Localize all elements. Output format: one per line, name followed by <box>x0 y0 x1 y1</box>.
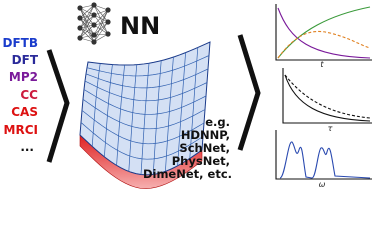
edge <box>93 14 109 35</box>
node <box>77 25 83 31</box>
plot <box>282 68 372 124</box>
edge <box>93 24 109 35</box>
edge <box>79 27 95 43</box>
edge <box>79 4 95 19</box>
node <box>77 15 83 21</box>
node <box>91 39 97 45</box>
method: CC <box>20 88 38 102</box>
method: MP2 <box>9 70 38 84</box>
edge <box>93 4 109 23</box>
edge <box>93 9 109 36</box>
node <box>105 31 111 37</box>
axes <box>275 4 372 61</box>
node <box>105 7 111 13</box>
method: CAS <box>11 105 38 119</box>
edge <box>79 24 95 39</box>
axis-label: τ <box>328 124 333 133</box>
potential-surface <box>79 41 211 189</box>
curve <box>284 74 371 122</box>
node <box>91 12 97 18</box>
curve <box>284 74 371 119</box>
grid-line <box>81 110 205 145</box>
edge <box>79 17 95 43</box>
example: PhysNet, <box>172 154 230 168</box>
edge <box>93 4 109 35</box>
chevron <box>237 34 261 151</box>
method: DFTB <box>3 36 39 50</box>
axes <box>275 130 372 180</box>
method: DFT <box>12 53 39 67</box>
node <box>105 19 111 25</box>
curve <box>277 30 371 59</box>
plot <box>275 130 372 180</box>
edge <box>79 14 95 39</box>
surface <box>79 41 211 176</box>
grid-line <box>189 47 199 159</box>
edge <box>79 7 95 43</box>
example: HDNNP, <box>181 128 230 142</box>
axis-label: ω <box>319 180 326 189</box>
grid-line <box>82 99 206 130</box>
edge <box>93 9 109 43</box>
node <box>77 5 83 11</box>
method: ... <box>20 140 34 154</box>
example: SchNet, <box>179 141 230 155</box>
edge <box>93 9 109 26</box>
grid-line <box>140 63 150 175</box>
edge <box>93 33 109 43</box>
node <box>91 22 97 28</box>
axes <box>282 68 372 124</box>
axis-label: t <box>320 60 324 69</box>
plot <box>275 4 372 61</box>
grid-line <box>80 122 204 160</box>
spectrum <box>279 141 371 179</box>
method: MRCI <box>4 123 38 137</box>
curve <box>277 7 371 59</box>
grid-line <box>177 52 186 166</box>
node <box>91 32 97 38</box>
nn-icon <box>77 2 111 45</box>
edge <box>93 21 109 43</box>
edge <box>79 4 95 29</box>
figure: DFTB DFT MP2 CC CAS MRCI ... NN e.g. HDN… <box>3 2 372 189</box>
node <box>77 35 83 41</box>
node <box>91 2 97 8</box>
grid-line <box>165 57 174 172</box>
example: DimeNet, etc. <box>143 167 232 181</box>
chevron <box>46 49 70 163</box>
nn-label: NN <box>120 12 160 40</box>
grid-line <box>152 60 162 175</box>
example: e.g. <box>205 115 230 129</box>
edge <box>79 4 95 39</box>
edge <box>93 14 109 23</box>
edge <box>93 21 109 36</box>
